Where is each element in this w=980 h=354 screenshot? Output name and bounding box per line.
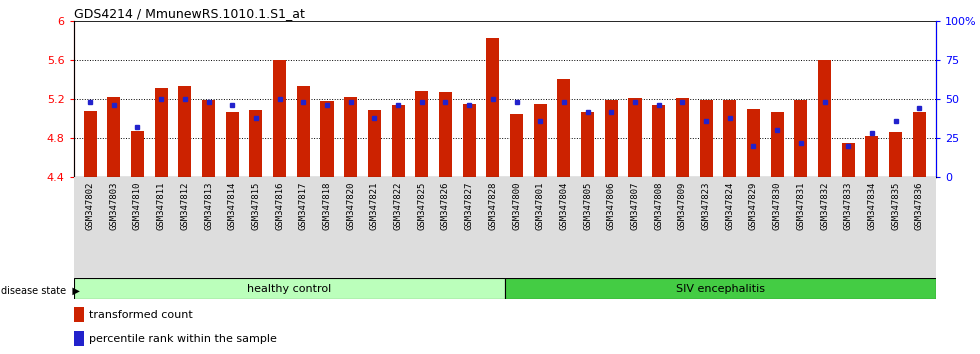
Text: GSM347808: GSM347808	[655, 182, 663, 230]
Text: GSM347810: GSM347810	[133, 182, 142, 230]
Bar	[368, 110, 381, 177]
Bar	[865, 136, 878, 177]
Bar	[273, 60, 286, 177]
Text: GSM347803: GSM347803	[110, 182, 119, 230]
Text: GSM347814: GSM347814	[227, 182, 237, 230]
Bar	[889, 132, 903, 177]
Bar	[74, 278, 505, 299]
Bar	[131, 131, 144, 177]
Bar	[225, 112, 239, 177]
Bar	[770, 112, 784, 177]
Bar	[510, 114, 523, 177]
Text: GDS4214 / MmunewRS.1010.1.S1_at: GDS4214 / MmunewRS.1010.1.S1_at	[74, 7, 305, 20]
Bar	[74, 331, 84, 346]
Text: GSM347805: GSM347805	[583, 182, 592, 230]
Text: GSM347821: GSM347821	[369, 182, 379, 230]
Bar	[297, 86, 310, 177]
Text: GSM347834: GSM347834	[867, 182, 876, 230]
Text: GSM347823: GSM347823	[702, 182, 710, 230]
Bar	[155, 88, 168, 177]
Text: SIV encephalitis: SIV encephalitis	[676, 284, 764, 293]
Bar	[795, 100, 808, 177]
Bar	[605, 100, 617, 177]
Text: GSM347831: GSM347831	[797, 182, 806, 230]
Text: GSM347809: GSM347809	[678, 182, 687, 230]
Bar	[439, 92, 452, 177]
Bar	[700, 100, 712, 177]
Bar	[581, 112, 594, 177]
Bar	[818, 60, 831, 177]
Bar	[250, 110, 263, 177]
Text: GSM347836: GSM347836	[914, 182, 924, 230]
Bar	[505, 278, 936, 299]
Bar	[842, 143, 855, 177]
Bar	[747, 109, 760, 177]
Bar	[107, 97, 121, 177]
Bar	[628, 98, 642, 177]
Text: transformed count: transformed count	[89, 310, 193, 320]
Bar	[320, 101, 333, 177]
Text: GSM347818: GSM347818	[322, 182, 331, 230]
Bar	[534, 104, 547, 177]
Text: GSM347827: GSM347827	[465, 182, 473, 230]
Bar	[202, 100, 215, 177]
Bar	[486, 38, 500, 177]
Text: GSM347804: GSM347804	[560, 182, 568, 230]
Text: GSM347822: GSM347822	[394, 182, 403, 230]
Bar	[74, 307, 84, 322]
Text: GSM347829: GSM347829	[749, 182, 758, 230]
Bar	[558, 79, 570, 177]
Text: GSM347824: GSM347824	[725, 182, 734, 230]
Text: GSM347802: GSM347802	[85, 182, 95, 230]
Text: GSM347806: GSM347806	[607, 182, 615, 230]
Text: percentile rank within the sample: percentile rank within the sample	[89, 333, 277, 344]
Text: healthy control: healthy control	[247, 284, 331, 293]
Text: GSM347811: GSM347811	[157, 182, 166, 230]
Text: GSM347820: GSM347820	[346, 182, 355, 230]
Bar	[676, 98, 689, 177]
Text: GSM347807: GSM347807	[630, 182, 640, 230]
Text: GSM347833: GSM347833	[844, 182, 853, 230]
Bar	[178, 86, 191, 177]
Text: GSM347835: GSM347835	[891, 182, 900, 230]
Text: GSM347832: GSM347832	[820, 182, 829, 230]
Text: GSM347826: GSM347826	[441, 182, 450, 230]
Text: GSM347800: GSM347800	[512, 182, 521, 230]
Bar	[416, 91, 428, 177]
Text: GSM347828: GSM347828	[488, 182, 498, 230]
Bar	[652, 105, 665, 177]
Bar	[463, 104, 475, 177]
Text: GSM347830: GSM347830	[772, 182, 782, 230]
Text: GSM347812: GSM347812	[180, 182, 189, 230]
Text: GSM347817: GSM347817	[299, 182, 308, 230]
Bar	[344, 97, 358, 177]
Text: GSM347816: GSM347816	[275, 182, 284, 230]
Bar	[723, 100, 736, 177]
Text: disease state  ▶: disease state ▶	[1, 286, 79, 296]
Text: GSM347815: GSM347815	[252, 182, 261, 230]
Bar	[83, 111, 97, 177]
Text: GSM347825: GSM347825	[417, 182, 426, 230]
Bar	[912, 112, 926, 177]
Text: GSM347801: GSM347801	[536, 182, 545, 230]
Bar	[392, 105, 405, 177]
Text: GSM347813: GSM347813	[204, 182, 213, 230]
